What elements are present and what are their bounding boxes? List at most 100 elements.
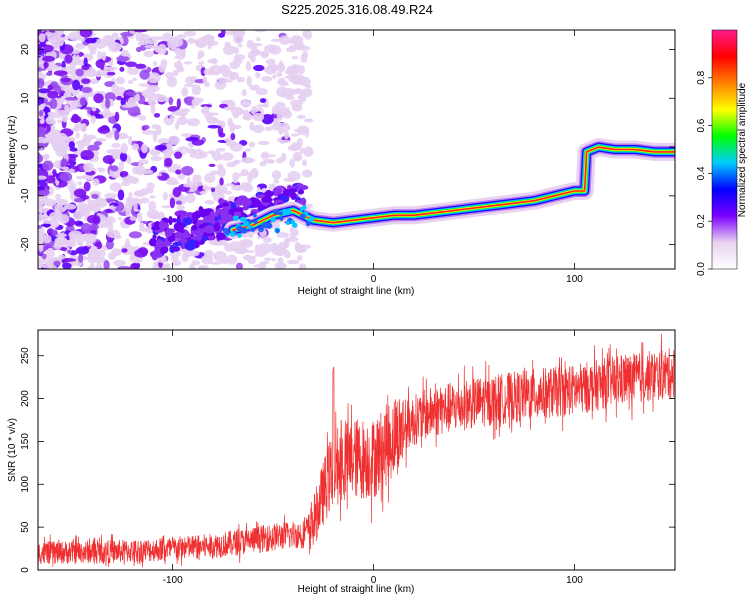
spectrogram-blob <box>83 162 94 173</box>
spectrogram-blob <box>106 149 120 155</box>
spectrogram-blob <box>151 212 161 220</box>
spectrogram-blob <box>129 176 140 185</box>
spectrogram-blob <box>68 230 83 239</box>
spectrogram-blob <box>285 95 295 100</box>
spectrogram-blob <box>141 143 148 154</box>
spectrogram-blob <box>210 57 218 65</box>
spectrogram-blob <box>46 123 51 133</box>
spectrogram-blob <box>40 223 52 227</box>
spectrogram-blob <box>141 169 154 175</box>
spectrogram-blob <box>234 199 246 206</box>
snr-y-ticks: 0 50 100 150 200 250 <box>20 347 675 573</box>
spectrogram-blob <box>59 171 73 182</box>
spectrogram-blob <box>129 216 137 221</box>
spectrogram-blob <box>119 135 129 139</box>
spectrogram-blob <box>83 181 91 192</box>
spectrogram-blob <box>73 188 87 198</box>
spectrogram-blob <box>172 69 179 77</box>
spectrogram-blob <box>277 263 288 269</box>
spectrogram-blob <box>271 170 282 180</box>
spectrogram-blob <box>151 86 156 97</box>
spectrogram-blob <box>252 124 264 134</box>
spectrogram-blob <box>91 193 99 200</box>
spectrogram-blob <box>48 64 60 71</box>
spectrogram-blob <box>246 39 255 49</box>
spectrogram-blob <box>87 198 92 204</box>
spectrogram-blob <box>260 50 269 59</box>
spectrogram-blob <box>262 237 272 243</box>
spectrogram-blob <box>87 144 100 152</box>
spectrogram-blob <box>197 55 202 60</box>
spectrogram-blob <box>38 33 46 43</box>
spectrogram-blob <box>293 228 299 237</box>
spectrogram-blob <box>238 239 253 244</box>
spectrogram-blob <box>200 104 213 108</box>
spectrogram-blob <box>265 58 276 66</box>
spectrogram-blob <box>284 75 298 79</box>
spectrogram-blob <box>81 78 91 84</box>
spectrogram-blob <box>114 111 120 122</box>
spectrogram-blob <box>208 163 216 167</box>
spectrogram-blob <box>292 80 305 85</box>
spectrogram-blob <box>301 169 313 178</box>
spectrogram-blob <box>258 243 272 255</box>
spectrogram-blob <box>54 232 67 238</box>
spectrogram-blob <box>191 84 202 96</box>
spectrogram-blob <box>294 75 301 82</box>
spectrogram-blob <box>38 122 48 127</box>
spectrogram-ridge-dot <box>236 225 243 232</box>
spectrogram-ridge-dot <box>273 209 280 216</box>
spectrogram-blob <box>252 170 259 176</box>
spectrogram-blob <box>106 229 121 239</box>
spectrogram-blob <box>80 222 92 234</box>
spectrogram-blob <box>139 197 150 204</box>
spectrogram-blob <box>93 141 102 146</box>
spectrogram-blob <box>43 198 57 207</box>
spectrogram-blob <box>60 77 71 83</box>
spectrogram-blob <box>169 115 176 120</box>
spectrogram-blob <box>200 67 206 77</box>
spectrogram-blob <box>119 66 125 72</box>
spectrogram-blob <box>191 260 201 266</box>
spectrogram-blob <box>274 187 283 194</box>
spectrogram-blob <box>223 241 230 247</box>
spectrogram-blob <box>220 211 225 219</box>
spectrogram-blob <box>191 225 198 231</box>
spectrogram-blob <box>195 214 201 219</box>
spectrogram-blob <box>137 212 143 223</box>
spectrogram-blob <box>57 36 64 47</box>
spectrogram-blob <box>79 30 93 38</box>
spectrogram-blob <box>291 55 299 60</box>
spectrogram-blob <box>64 104 70 111</box>
spectrogram-blob <box>97 50 103 61</box>
spectrogram-blob <box>259 98 267 103</box>
spectrogram-blob <box>155 124 162 136</box>
spectrogram-blob <box>89 70 98 76</box>
spectrogram-blob <box>257 140 270 146</box>
spectrogram-blob <box>47 111 56 116</box>
spectrogram-blob <box>290 142 301 151</box>
spectrogram-blob <box>157 173 162 177</box>
spectrogram-ridge-dot <box>290 219 296 224</box>
spectrogram-blob <box>221 79 233 83</box>
spectrogram-blob <box>65 136 76 142</box>
spectrogram-x-ticks: -100 0 100 <box>163 30 583 285</box>
spectrogram-blob <box>105 99 111 109</box>
spectrogram-blob <box>39 119 45 124</box>
spectrogram-blob <box>67 249 72 254</box>
spectrogram-blob <box>53 70 68 77</box>
spectrogram-blob <box>262 196 268 203</box>
spectrogram-blob <box>140 187 149 196</box>
spectrogram-blob <box>131 111 142 116</box>
spectrogram-blob <box>157 259 168 263</box>
spectrogram-blob <box>70 182 77 190</box>
spectrogram-blob <box>55 193 62 200</box>
spectrogram-blob <box>149 251 156 258</box>
spectrogram-ridge-dot <box>270 216 277 223</box>
spectrogram-ridge-dot <box>285 208 292 215</box>
spectrogram-blob <box>125 91 137 96</box>
spectrogram-blob <box>89 223 99 231</box>
spectrogram-blob <box>209 170 220 175</box>
spectrogram-blob <box>246 75 252 87</box>
spectrogram-blob <box>166 181 180 185</box>
